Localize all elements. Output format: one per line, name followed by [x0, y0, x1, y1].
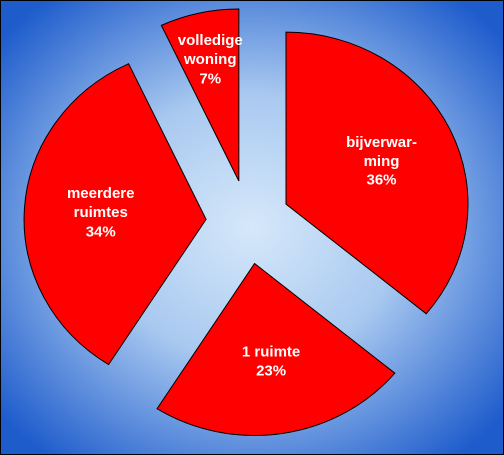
- pie-slice: [285, 31, 469, 315]
- slice-value-label: 36%: [366, 171, 397, 189]
- slice-value-label: 34%: [85, 223, 116, 241]
- slice-label: 1 ruimte: [241, 343, 301, 361]
- slice-label: bijverwar- ming: [346, 133, 417, 170]
- pie-slice: [160, 8, 240, 182]
- slice-value-label: 7%: [199, 70, 222, 88]
- pie-slice: [156, 262, 396, 436]
- pie-slice: [23, 63, 207, 366]
- slice-label: meerdere ruimtes: [66, 185, 135, 222]
- slice-value-label: 23%: [256, 362, 287, 380]
- slice-label: volledige woning: [177, 32, 243, 69]
